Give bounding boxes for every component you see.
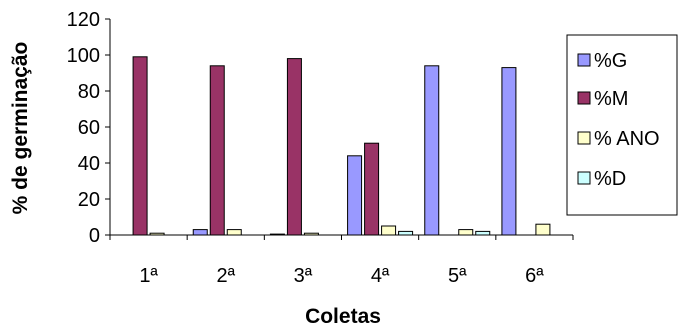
x-tick-label: 6ª: [525, 265, 544, 287]
x-tick-label: 2ª: [216, 265, 235, 287]
bar-ano-2: [226, 229, 242, 236]
legend-swatch: [577, 53, 591, 67]
y-tick-label: 120: [67, 9, 100, 31]
bar-m-4: [364, 142, 380, 236]
legend-label: %G: [594, 50, 627, 72]
y-tick-label: 60: [78, 117, 100, 139]
bar-d-4: [398, 230, 414, 236]
bar-g-2: [192, 229, 208, 236]
y-axis-ticks: 0 20 40 60 80 100 120: [67, 9, 110, 247]
legend-swatch: [577, 171, 591, 185]
y-tick-label: 20: [78, 189, 100, 211]
y-tick-label: 40: [78, 153, 100, 175]
bar-ano-4: [381, 225, 397, 236]
x-tick-label: 5ª: [448, 265, 467, 287]
bar-ano-5: [458, 229, 474, 236]
x-tick-label: 3ª: [294, 265, 313, 287]
legend-label: %D: [594, 168, 626, 190]
x-axis-ticks: 1ª 2ª 3ª 4ª 5ª 6ª: [109, 235, 574, 287]
bars: [132, 56, 551, 236]
bar-m-1: [132, 56, 148, 236]
x-tick-label: 4ª: [371, 265, 390, 287]
bar-m-3: [286, 58, 302, 236]
y-axis-title: % de germinação: [9, 42, 32, 215]
y-tick-label: 0: [89, 225, 100, 247]
legend-swatch: [577, 131, 591, 145]
bar-g-5: [424, 65, 440, 236]
legend-label: % ANO: [594, 128, 660, 150]
bar-m-2: [209, 65, 225, 236]
legend: %G %M % ANO %D: [566, 34, 678, 216]
legend-swatch: [577, 91, 591, 105]
bar-g-6: [501, 67, 517, 236]
legend-label: %M: [594, 88, 628, 110]
bar-ano-6: [535, 223, 551, 236]
bar-d-5: [475, 230, 491, 236]
y-tick-label: 100: [67, 45, 100, 67]
x-axis-title: Coletas: [305, 305, 381, 328]
bar-g-4: [347, 155, 363, 236]
y-tick-label: 80: [78, 81, 100, 103]
x-tick-label: 1ª: [139, 265, 158, 287]
